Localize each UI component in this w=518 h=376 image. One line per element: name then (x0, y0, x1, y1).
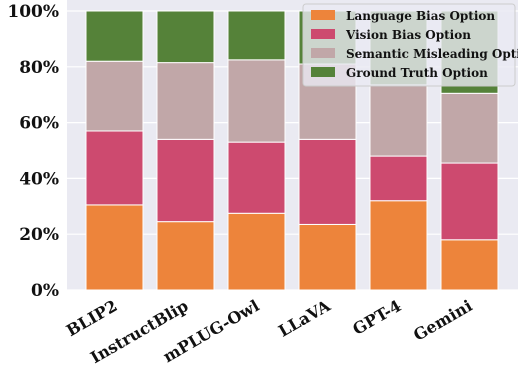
bar-segment (156, 62, 215, 140)
bar-segment (369, 200, 428, 291)
legend-label: Vision Bias Option (345, 28, 471, 42)
bar-segment (85, 204, 144, 291)
y-tick-label: 20% (19, 225, 59, 245)
bar-segment (440, 162, 499, 241)
legend-label: Language Bias Option (346, 9, 495, 23)
bar-segment (298, 138, 357, 225)
bar-segment (440, 239, 499, 291)
x-tick-label: BLIP2 (63, 296, 120, 340)
x-tick-label: GPT-4 (349, 296, 404, 339)
bar-segment (85, 60, 144, 132)
bar-segment (298, 223, 357, 291)
bar-segment (440, 92, 499, 164)
legend: Language Bias Option Vision Bias Option Se… (302, 3, 518, 87)
bar-segment (227, 141, 286, 214)
x-tick-label: LLaVA (275, 296, 334, 341)
y-tick-label: 80% (19, 58, 59, 78)
legend-swatch (311, 10, 335, 20)
bar-segment (156, 221, 215, 291)
bar-segment (85, 130, 144, 206)
y-tick-label: 40% (19, 169, 59, 189)
legend-swatch (311, 67, 335, 77)
bar-segment (227, 10, 286, 61)
bar-segment (227, 212, 286, 291)
bar-segment (227, 59, 286, 143)
bar-segment (85, 10, 144, 62)
legend-swatch (311, 48, 335, 58)
bar-segment (156, 10, 215, 64)
legend-label: Ground Truth Option (346, 66, 488, 80)
bar-segment (369, 84, 428, 157)
x-tick-label: Gemini (410, 296, 475, 345)
y-axis-ticks: 0% 20% 40% 60% 80% 100% (7, 2, 59, 301)
legend-label: Semantic Misleading Option (346, 47, 518, 61)
y-tick-label: 100% (7, 2, 59, 22)
legend-swatch (311, 29, 335, 39)
bar-segment (369, 155, 428, 202)
y-tick-label: 0% (31, 281, 59, 301)
legend-box (302, 3, 516, 87)
y-tick-label: 60% (19, 114, 59, 134)
bar-segment (156, 138, 215, 223)
